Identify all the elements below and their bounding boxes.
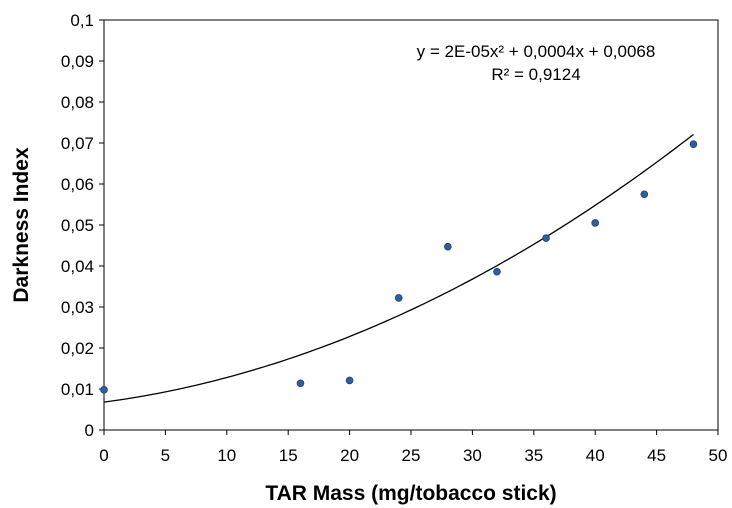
r-squared-label: R² = 0,9124 bbox=[491, 65, 580, 84]
y-tick-label: 0,09 bbox=[61, 52, 94, 71]
equation-label: y = 2E-05x² + 0,0004x + 0,0068 bbox=[417, 42, 656, 61]
y-tick-label: 0 bbox=[85, 421, 94, 440]
x-tick-label: 15 bbox=[279, 446, 298, 465]
x-tick-label: 30 bbox=[463, 446, 482, 465]
data-point bbox=[394, 294, 403, 302]
trendline bbox=[103, 133, 694, 403]
data-point bbox=[640, 190, 649, 199]
y-tick-label: 0,03 bbox=[61, 298, 94, 317]
data-point bbox=[689, 140, 698, 149]
x-tick-label: 45 bbox=[647, 446, 666, 465]
y-tick-label: 0,01 bbox=[61, 380, 94, 399]
x-tick-label: 10 bbox=[217, 446, 236, 465]
data-point bbox=[100, 386, 108, 394]
data-point bbox=[542, 234, 550, 242]
data-point bbox=[493, 267, 501, 276]
x-axis-ticks: 0 5 10 15 20 25 30 35 40 45 50 bbox=[99, 430, 727, 465]
x-axis-title: TAR Mass (mg/tobacco stick) bbox=[265, 482, 556, 505]
data-point bbox=[345, 376, 354, 385]
y-tick-label: 0,04 bbox=[61, 257, 94, 276]
y-tick-label: 0,05 bbox=[61, 216, 94, 235]
data-point bbox=[296, 379, 305, 388]
y-tick-label: 0,02 bbox=[61, 339, 94, 358]
x-tick-label: 5 bbox=[161, 446, 170, 465]
data-point bbox=[444, 242, 452, 251]
y-tick-label: 0,07 bbox=[61, 134, 94, 153]
y-tick-label: 0,1 bbox=[70, 11, 94, 30]
plot-area bbox=[103, 19, 719, 431]
data-point bbox=[591, 219, 599, 227]
y-tick-label: 0,08 bbox=[61, 93, 94, 112]
x-tick-label: 0 bbox=[99, 446, 108, 465]
data-points bbox=[100, 140, 698, 394]
x-tick-label: 20 bbox=[340, 446, 359, 465]
y-axis-title: Darkness Index bbox=[10, 147, 33, 303]
x-tick-label: 35 bbox=[524, 446, 543, 465]
x-tick-label: 25 bbox=[402, 446, 421, 465]
x-tick-label: 50 bbox=[709, 446, 728, 465]
y-tick-label: 0,06 bbox=[61, 175, 94, 194]
y-axis-ticks: 0 0,01 0,02 0,03 0,04 0,05 0,06 0,07 0,08 0,09 0,1 bbox=[61, 11, 104, 440]
x-tick-label: 40 bbox=[586, 446, 605, 465]
